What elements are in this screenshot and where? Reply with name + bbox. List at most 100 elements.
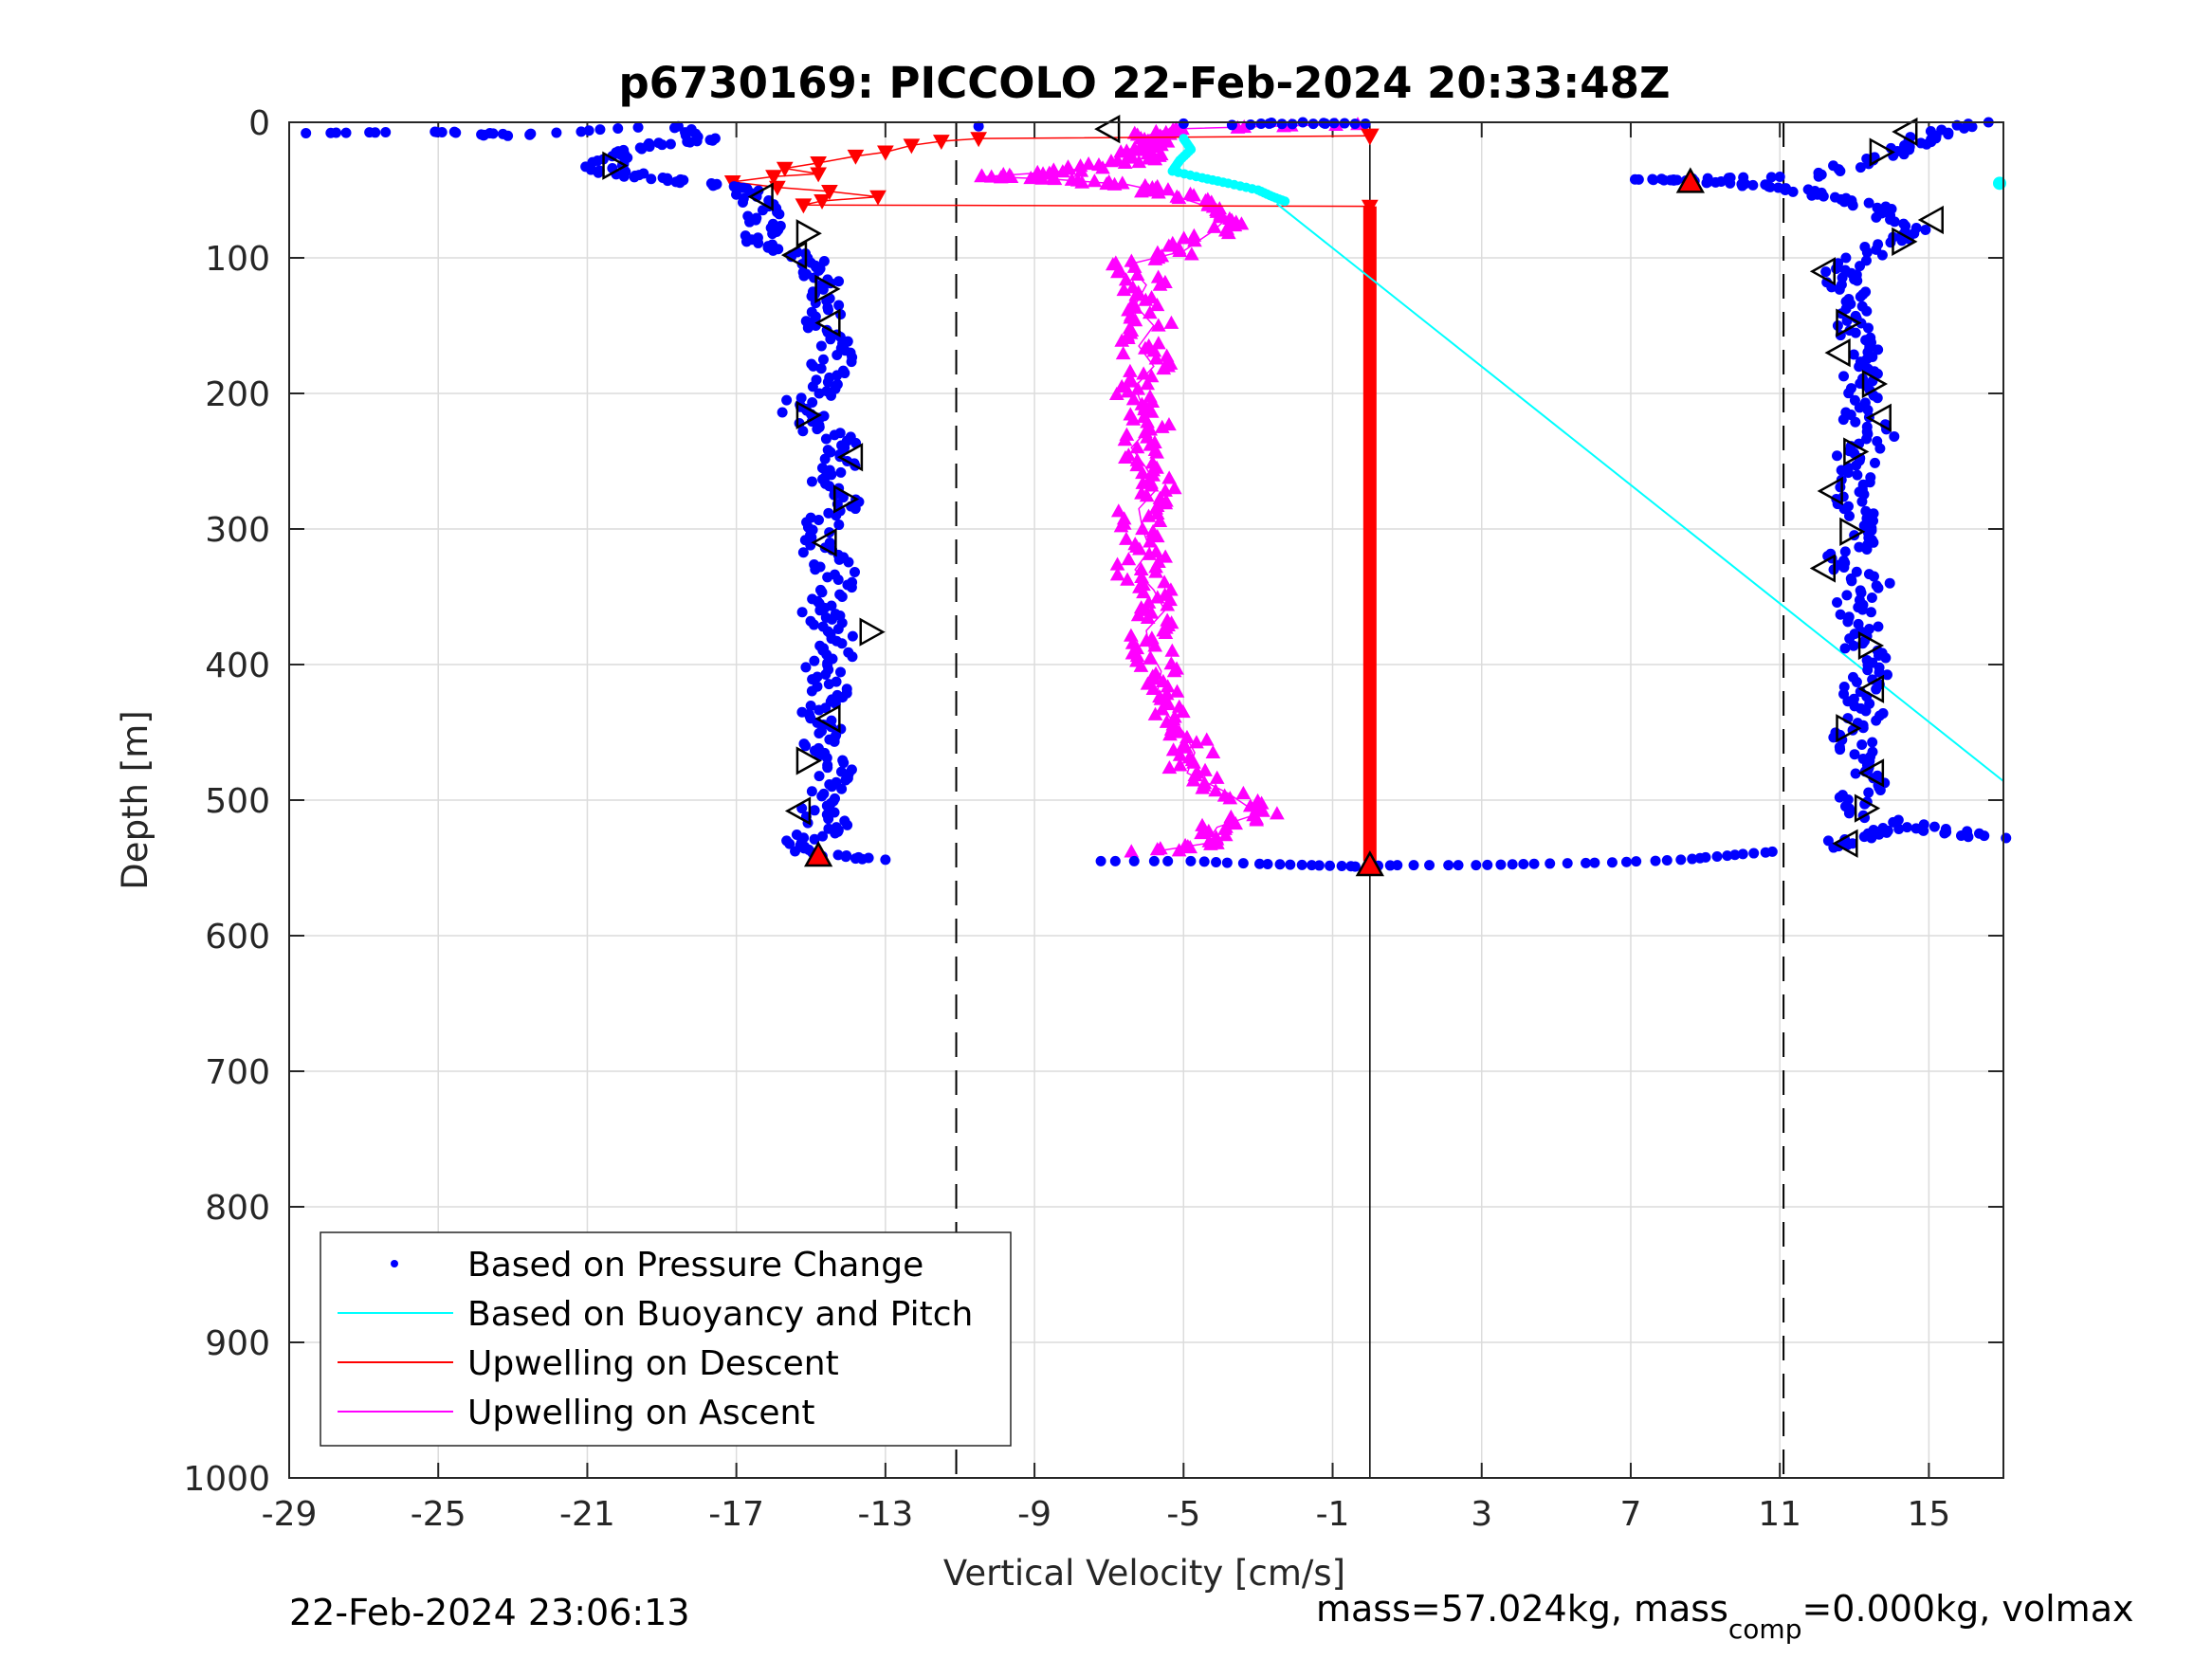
ascent-upwelling-point <box>1030 164 1046 179</box>
pressure-change-point <box>1910 223 1922 234</box>
pressure-change-point <box>662 175 673 187</box>
ascent-upwelling-point <box>1119 427 1135 441</box>
pressure-change-point <box>525 128 537 139</box>
pressure-change-point <box>1847 838 1858 849</box>
pressure-change-point <box>1211 856 1222 867</box>
pressure-change-point <box>1848 349 1859 360</box>
ascent-upwelling-point <box>1165 742 1181 757</box>
pressure-change-point <box>808 619 819 630</box>
descent-marker <box>795 219 822 248</box>
pressure-change-point <box>1848 671 1859 683</box>
pressure-change-point <box>632 121 644 133</box>
legend-label: Upwelling on Descent <box>467 1344 839 1383</box>
pressure-change-point <box>1528 858 1540 869</box>
ascent-marker <box>1817 476 1843 506</box>
ascent-upwelling-point <box>1087 173 1103 188</box>
pressure-change-point <box>1392 860 1403 871</box>
pressure-change-point <box>1884 577 1895 589</box>
pressure-change-point <box>1766 846 1778 857</box>
ascent-upwelling-point <box>1270 806 1285 820</box>
ascent-upwelling-point <box>1164 643 1180 657</box>
ascent-upwelling-point <box>1123 363 1138 377</box>
ascent-marker <box>1809 554 1836 583</box>
pressure-change-point <box>1860 505 1872 517</box>
pressure-change-point <box>846 582 857 593</box>
pressure-change-point <box>800 740 812 752</box>
pressure-change-point <box>1722 850 1733 862</box>
pressure-change-point <box>832 349 843 360</box>
pressure-change-point <box>551 127 562 138</box>
ascent-upwelling-point <box>1125 392 1142 406</box>
pressure-change-point <box>1844 510 1856 521</box>
ascent-upwelling-point <box>1197 775 1213 790</box>
pressure-change-point <box>1128 855 1140 866</box>
pressure-change-point <box>1863 787 1874 798</box>
pressure-change-point <box>840 851 851 863</box>
footer-mass-info: mass=57.024kg, masscomp=0.000kg, volmax <box>1316 1588 2133 1645</box>
pressure-change-point <box>1871 580 1882 592</box>
pressure-change-point <box>815 363 827 374</box>
pressure-change-point <box>1861 153 1873 164</box>
pressure-change-point <box>777 407 788 418</box>
pressure-change-point <box>753 237 764 248</box>
y-tick-label: 100 <box>205 240 270 279</box>
ascent-upwelling-point <box>1186 228 1202 242</box>
ascent-upwelling-point <box>1149 298 1165 312</box>
plot-frame <box>288 121 2004 1479</box>
pressure-change-point <box>832 624 844 635</box>
ascent-upwelling-point <box>1140 376 1156 391</box>
ascent-upwelling-point <box>1208 783 1223 797</box>
ascent-marker <box>1857 758 1885 788</box>
pressure-change-point <box>837 492 849 503</box>
pressure-change-point <box>829 429 840 441</box>
pressure-change-point <box>644 141 655 153</box>
pressure-change-point <box>827 613 838 625</box>
pressure-change-point <box>1581 857 1592 868</box>
pressure-change-point <box>1148 855 1160 866</box>
pressure-change-point <box>1856 739 1868 751</box>
pressure-change-point <box>1178 118 1189 129</box>
pressure-change-point <box>478 130 489 141</box>
pressure-change-point <box>1863 197 1874 209</box>
y-tick-label: 800 <box>205 1189 270 1228</box>
y-tick-label: 700 <box>205 1053 270 1092</box>
ascent-upwelling-point <box>1159 348 1175 362</box>
pressure-change-point <box>817 283 829 295</box>
ascent-upwelling-point <box>1124 635 1141 649</box>
pressure-change-point <box>1863 569 1874 580</box>
pressure-change-point <box>856 853 868 865</box>
pressure-change-point <box>1866 592 1877 603</box>
ascent-upwelling-point <box>1144 455 1161 469</box>
ascent-upwelling-point <box>1124 253 1140 267</box>
ascent-upwelling-point <box>1143 289 1160 304</box>
ascent-upwelling-point <box>1148 351 1164 365</box>
pressure-change-point <box>593 167 604 178</box>
pressure-change-point <box>1925 126 1936 137</box>
ascent-marker <box>1843 437 1870 466</box>
ascent-marker <box>1839 517 1866 546</box>
pressure-change-point <box>1650 855 1661 866</box>
descent-upwelling-point <box>765 170 782 186</box>
pressure-change-point <box>1262 858 1273 869</box>
x-tick-label: -13 <box>857 1495 913 1534</box>
descent-upwelling-point <box>810 156 827 172</box>
y-tick-label: 600 <box>205 918 270 957</box>
ascent-upwelling-point <box>1163 315 1179 329</box>
pressure-change-point <box>802 322 814 334</box>
pressure-change-point <box>767 228 778 240</box>
ascent-upwelling-point <box>1182 186 1198 200</box>
ascent-upwelling-point <box>1137 177 1153 191</box>
pressure-change-point <box>629 172 640 183</box>
x-tick-label: 15 <box>1907 1495 1950 1534</box>
pressure-change-point <box>1877 823 1889 834</box>
buoyancy-pitch-point <box>1280 196 1290 207</box>
ascent-upwelling-point <box>1046 162 1062 176</box>
pressure-change-point <box>1747 179 1759 191</box>
ascent-upwelling-point <box>1144 630 1160 645</box>
pressure-change-point <box>838 757 850 769</box>
pressure-change-point <box>1872 202 1883 213</box>
ascent-upwelling-point <box>1114 175 1130 190</box>
pressure-change-point <box>1963 118 1974 130</box>
ascent-marker <box>1865 403 1892 432</box>
pressure-change-point <box>1453 860 1464 871</box>
